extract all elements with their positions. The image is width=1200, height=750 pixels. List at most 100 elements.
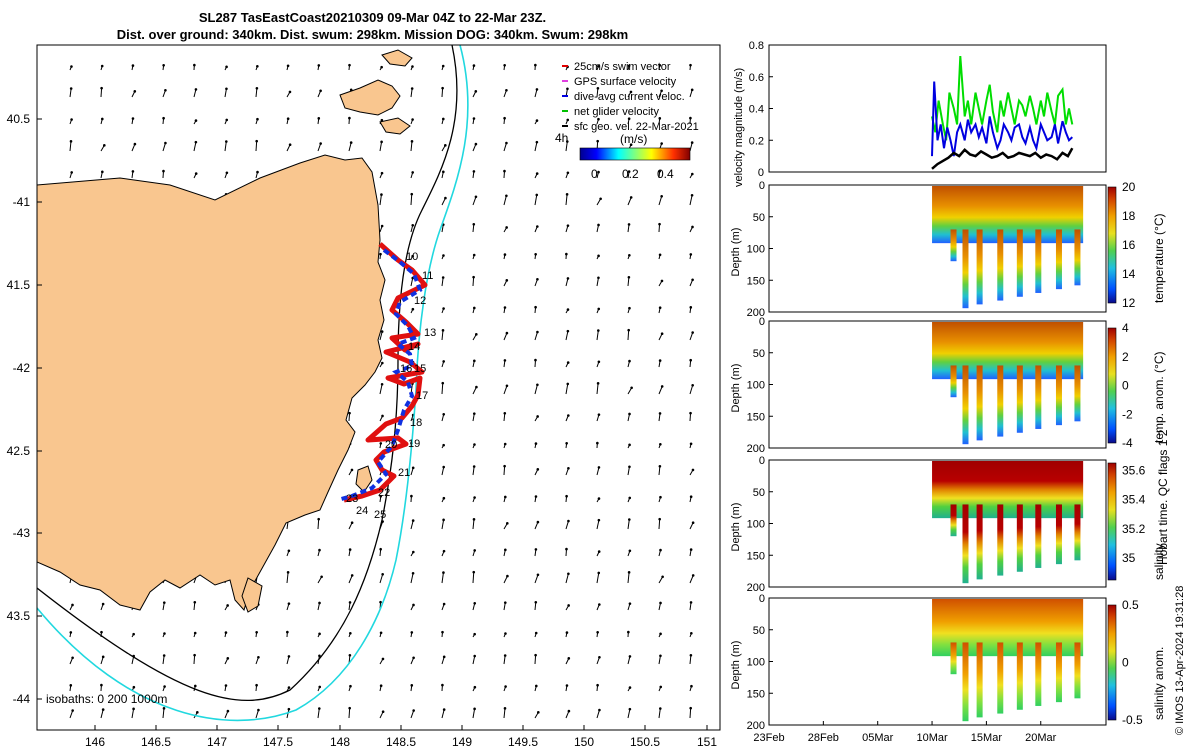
current-arrow-head xyxy=(597,307,601,311)
depth-tick-label: 150 xyxy=(747,688,765,700)
current-arrow-head xyxy=(225,118,229,122)
current-arrow-head xyxy=(287,549,291,553)
depth-tick-label: 200 xyxy=(747,582,765,594)
current-arrow-head xyxy=(472,518,476,521)
section-profile-drop xyxy=(1074,642,1081,699)
current-arrow-head xyxy=(690,193,694,197)
colorbar-tick-label: 12 xyxy=(1122,296,1136,310)
current-arrow-head xyxy=(658,169,661,173)
svg-text:dive-avg current veloc.: dive-avg current veloc. xyxy=(574,91,685,103)
current-arrow-head xyxy=(566,329,570,333)
current-arrow-head xyxy=(379,547,382,551)
current-arrow xyxy=(627,572,630,584)
current-arrow-head xyxy=(442,170,445,174)
current-arrow-head xyxy=(627,117,631,121)
current-arrow xyxy=(69,88,72,98)
current-arrow-head xyxy=(441,381,445,385)
map-xtick-label: 151 xyxy=(697,735,717,749)
current-arrow-head xyxy=(318,601,321,605)
current-arrow-head xyxy=(411,254,414,258)
current-arrow-head xyxy=(691,225,694,229)
time-tick-label: 23Feb xyxy=(753,732,784,744)
current-arrow-head xyxy=(442,412,446,416)
current-arrow-head xyxy=(380,140,383,144)
current-arrow-head xyxy=(535,193,539,197)
current-arrow-head xyxy=(411,307,415,311)
current-arrow-head xyxy=(597,466,601,469)
section-profile-drop xyxy=(1035,365,1042,429)
day-label: 21 xyxy=(398,467,410,479)
current-arrow-head xyxy=(257,708,260,712)
current-arrow xyxy=(162,655,165,665)
section-profile-drop xyxy=(976,642,983,718)
depth-tick-label: 0 xyxy=(759,455,765,467)
current-arrow-head xyxy=(348,706,351,710)
current-arrow-head xyxy=(659,442,662,446)
current-arrow-head xyxy=(226,657,230,660)
map-ytick-label: -42 xyxy=(13,361,31,375)
current-arrow-head xyxy=(441,630,444,634)
current-arrow xyxy=(627,277,630,287)
current-arrow-head xyxy=(596,329,600,332)
current-arrow-head xyxy=(627,518,631,521)
map-frame xyxy=(36,44,721,731)
current-arrow-head xyxy=(660,279,664,283)
map-ytick-label: -41 xyxy=(13,195,31,209)
current-arrow-head xyxy=(689,116,692,120)
current-arrow-head xyxy=(628,707,632,711)
current-arrow-head xyxy=(381,572,384,576)
current-arrow xyxy=(503,142,507,152)
current-arrow-head xyxy=(71,656,74,660)
current-arrow xyxy=(255,709,259,719)
section-colorbar xyxy=(1107,604,1117,721)
current-arrow-head xyxy=(628,655,632,658)
colorbar-tick-label: 16 xyxy=(1122,238,1136,252)
current-arrow-head xyxy=(473,601,477,605)
current-arrow-head xyxy=(101,602,105,606)
current-arrow-head xyxy=(164,141,167,145)
current-arrow-head xyxy=(318,632,321,636)
current-arrow-head xyxy=(627,328,630,332)
current-arrow xyxy=(441,519,445,530)
current-arrow xyxy=(224,141,227,152)
day-label: 11 xyxy=(422,270,433,282)
current-arrow-head xyxy=(472,117,476,120)
chart-title-line1: SL287 TasEastCoast20210309 09-Mar 04Z to… xyxy=(198,10,547,25)
map-xtick-label: 146 xyxy=(85,735,105,749)
current-arrow-head xyxy=(473,549,476,552)
colorbar-tick-label: -4 xyxy=(1122,436,1133,450)
current-arrow-head xyxy=(474,195,478,199)
current-arrow-head xyxy=(442,518,445,522)
current-arrow-head xyxy=(691,383,694,387)
current-arrow xyxy=(689,708,692,719)
current-arrow xyxy=(627,709,631,719)
current-arrow-head xyxy=(286,64,290,68)
current-arrow-head xyxy=(442,307,445,310)
current-arrow xyxy=(441,277,444,287)
section-profile-drop xyxy=(962,642,969,722)
current-arrow-head xyxy=(381,657,385,661)
current-arrow-head xyxy=(379,252,382,256)
current-arrow-head xyxy=(131,170,135,173)
current-arrow-head xyxy=(71,603,74,607)
current-arrow-head xyxy=(659,654,662,658)
current-arrow xyxy=(348,575,353,584)
current-arrow-head xyxy=(536,277,539,281)
current-arrow-head xyxy=(689,442,693,446)
current-arrow-head xyxy=(162,601,166,604)
current-arrow-head xyxy=(658,222,661,226)
depth-tick-label: 50 xyxy=(753,348,765,360)
current-arrow-head xyxy=(504,685,507,688)
depth-ylabel: Depth (m) xyxy=(730,641,742,690)
current-arrow-head xyxy=(411,519,415,522)
colorbar-tick-label: 20 xyxy=(1122,180,1136,194)
current-arrow-head xyxy=(628,412,631,416)
current-arrow-head xyxy=(597,550,601,553)
current-arrow xyxy=(379,574,384,584)
current-arrow-head xyxy=(381,710,385,714)
current-arrow-head xyxy=(504,632,507,635)
current-arrow-head xyxy=(286,117,290,121)
current-arrow-head xyxy=(441,86,444,90)
section-profile-drop xyxy=(1016,229,1023,297)
section-colorbar xyxy=(1107,462,1117,581)
